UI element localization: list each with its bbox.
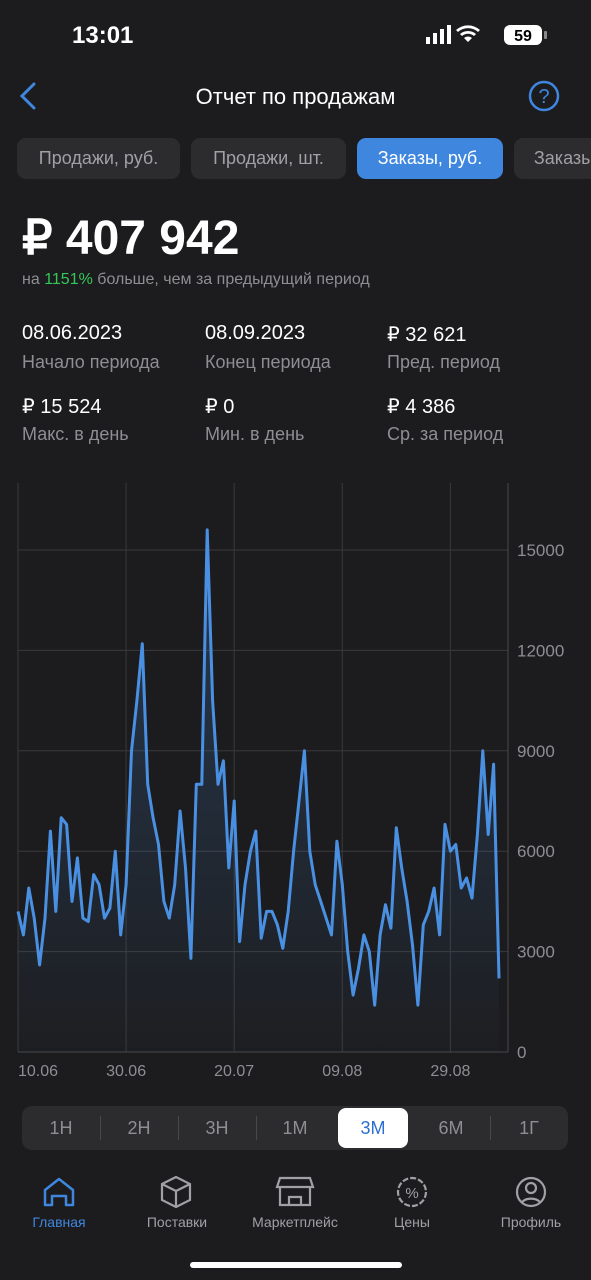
stat-label: Начало периода: [22, 352, 160, 372]
page-title: Отчет по продажам: [195, 84, 396, 109]
help-button[interactable]: ?: [527, 79, 561, 113]
y-tick-label: 6000: [517, 842, 555, 861]
period-selector: [22, 1106, 568, 1150]
battery: 59: [514, 28, 532, 45]
stat-value: ₽ 4 386: [387, 396, 456, 418]
nav-item[interactable]: Маркетплейс: [252, 1214, 338, 1230]
separator: [490, 1116, 491, 1140]
nav-item[interactable]: Главная: [32, 1214, 86, 1230]
back-button[interactable]: [14, 80, 44, 112]
x-tick-label: 30.06: [106, 1063, 146, 1080]
separator: [256, 1116, 257, 1140]
nav-item[interactable]: Поставки: [146, 1214, 208, 1230]
total: ₽ 407 942: [22, 212, 240, 265]
stat-label: Ср. за период: [387, 424, 504, 444]
period-option[interactable]: 1Г: [519, 1118, 539, 1138]
x-tick-label: 20.07: [214, 1063, 254, 1080]
svg-text:?: ?: [538, 86, 549, 108]
y-tick-label: 0: [517, 1043, 526, 1062]
period-option[interactable]: 6М: [438, 1118, 464, 1138]
stat-value: ₽ 15 524: [22, 396, 102, 418]
stat-value: 08.06.2023: [22, 322, 123, 344]
separator: [100, 1116, 101, 1140]
x-tick-label: 29.08: [430, 1063, 470, 1080]
svg-text:%: %: [405, 1185, 418, 1202]
period-option[interactable]: 3Н: [205, 1118, 229, 1138]
change: 1151%: [44, 271, 93, 288]
tab[interactable]: Заказы, руб.: [357, 138, 503, 179]
x-tick-label: 09.08: [322, 1063, 362, 1080]
chart: 0 3000 6000 9000 12000 15000 10.06 30.06 20.07 09…: [16, 483, 564, 1080]
stat-value: 08.09.2023: [205, 322, 306, 344]
stat-value: ₽ 0: [205, 396, 235, 418]
tab[interactable]: Продажи, руб.: [17, 138, 180, 179]
nav-item[interactable]: Цены: [394, 1214, 430, 1230]
change-suffix: больше, чем за предыдущий период: [97, 271, 370, 288]
period-option[interactable]: 1Н: [49, 1118, 73, 1138]
line: [16, 528, 501, 1007]
stat-label: Макс. в день: [22, 424, 129, 444]
stat-label: Конец периода: [205, 352, 331, 372]
area: [18, 529, 499, 1052]
status-icons: 59: [426, 25, 547, 45]
period-option[interactable]: 2Н: [127, 1118, 151, 1138]
x-tick-label: 10.06: [18, 1063, 58, 1080]
period-option[interactable]: 3М: [338, 1108, 408, 1148]
y-tick-label: 12000: [517, 641, 564, 660]
y-tick-label: 15000: [517, 541, 564, 560]
home-indicator: [190, 1262, 402, 1268]
change-prefix: на: [22, 271, 40, 288]
stat-label: Пред. период: [387, 352, 501, 372]
stat-label: Мин. в день: [205, 424, 305, 444]
separator: [178, 1116, 179, 1140]
y-tick-label: 9000: [517, 742, 555, 761]
time: 13:01: [72, 22, 134, 49]
nav-item[interactable]: Профиль: [500, 1214, 562, 1230]
tab[interactable]: Продажи, шт.: [191, 138, 346, 179]
change-line: на 1151% больше, чем за предыдущий перио…: [22, 271, 370, 289]
stat-value: ₽ 32 621: [387, 324, 467, 346]
y-tick-label: 3000: [517, 943, 555, 962]
nav-icons: %: [43, 1175, 547, 1209]
period-option[interactable]: 1М: [282, 1118, 308, 1138]
tab[interactable]: Заказы: [514, 138, 591, 179]
